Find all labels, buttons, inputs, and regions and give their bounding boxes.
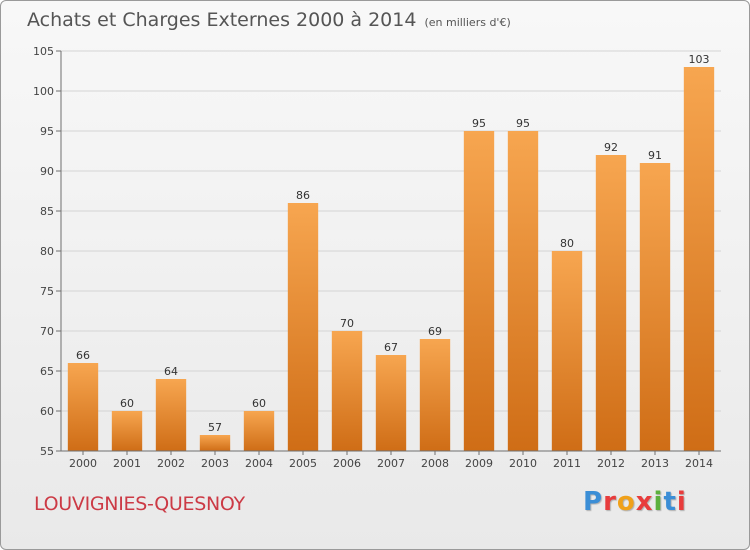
data-label-2013: 91 <box>648 149 662 162</box>
y-tick-label: 85 <box>40 205 54 218</box>
bar-2003 <box>199 435 231 451</box>
x-tick-label-2014: 2014 <box>685 457 713 470</box>
bar-2009 <box>463 131 495 451</box>
data-label-2008: 69 <box>428 325 442 338</box>
data-label-2011: 80 <box>560 237 574 250</box>
data-label-2003: 57 <box>208 421 222 434</box>
bars <box>67 67 715 451</box>
bar-2013 <box>639 163 671 451</box>
data-label-2000: 66 <box>76 349 90 362</box>
bar-2002 <box>155 379 187 451</box>
data-label-2007: 67 <box>384 341 398 354</box>
x-tick-label-2010: 2010 <box>509 457 537 470</box>
chart-title-text: Achats et Charges Externes 2000 à 2014 <box>27 9 417 31</box>
data-label-2002: 64 <box>164 365 178 378</box>
bar-2010 <box>507 131 539 451</box>
data-label-2004: 60 <box>252 397 266 410</box>
logo-letter: x <box>635 487 654 517</box>
x-tick-label-2007: 2007 <box>377 457 405 470</box>
y-tick-label: 55 <box>40 445 54 458</box>
y-tick-label: 100 <box>33 85 54 98</box>
bar-2012 <box>595 155 627 451</box>
data-label-2010: 95 <box>516 117 530 130</box>
chart-subtitle: (en milliers d'€) <box>424 16 511 29</box>
logo-letter: i <box>676 487 687 517</box>
data-label-2005: 86 <box>296 189 310 202</box>
bar-2004 <box>243 411 275 451</box>
y-tick-label: 60 <box>40 405 54 418</box>
y-tick-label: 75 <box>40 285 54 298</box>
bar-2007 <box>375 355 407 451</box>
chart-title: Achats et Charges Externes 2000 à 2014 (e… <box>27 9 511 31</box>
y-tick-label: 65 <box>40 365 54 378</box>
x-tick-label-2011: 2011 <box>553 457 581 470</box>
x-tick-label-2013: 2013 <box>641 457 669 470</box>
bar-2005 <box>287 203 319 451</box>
bar-2011 <box>551 251 583 451</box>
commune-name: LOUVIGNIES-QUESNOY <box>34 493 245 515</box>
y-tick-label: 80 <box>40 245 54 258</box>
data-label-2001: 60 <box>120 397 134 410</box>
bar-2001 <box>111 411 143 451</box>
data-label-2012: 92 <box>604 141 618 154</box>
axes <box>56 50 721 455</box>
x-tick-label-2001: 2001 <box>113 457 141 470</box>
x-tick-label-2008: 2008 <box>421 457 449 470</box>
x-tick-label-2000: 2000 <box>69 457 97 470</box>
x-tick-label-2002: 2002 <box>157 457 185 470</box>
x-tick-label-2012: 2012 <box>597 457 625 470</box>
x-tick-label-2003: 2003 <box>201 457 229 470</box>
logo-letter: t <box>663 487 677 517</box>
logo-letter: i <box>653 487 664 517</box>
y-tick-label: 90 <box>40 165 54 178</box>
x-tick-label-2006: 2006 <box>333 457 361 470</box>
bar-2000 <box>67 363 99 451</box>
proxiti-logo: Proxiti <box>583 487 687 517</box>
logo-letter: o <box>616 487 636 517</box>
y-tick-label: 70 <box>40 325 54 338</box>
bar-2006 <box>331 331 363 451</box>
data-label-2006: 70 <box>340 317 354 330</box>
logo-letter: r <box>603 487 617 517</box>
logo-letter: P <box>583 487 604 517</box>
data-label-2009: 95 <box>472 117 486 130</box>
y-tick-label: 95 <box>40 125 54 138</box>
x-tick-label-2004: 2004 <box>245 457 273 470</box>
y-tick-label: 105 <box>33 45 54 58</box>
bar-2008 <box>419 339 451 451</box>
labels: 55 60 65 70 75 80 85 90 95 100 105 66 2000 60 2001 64 20… <box>33 45 713 470</box>
x-tick-label-2005: 2005 <box>289 457 317 470</box>
x-tick-label-2009: 2009 <box>465 457 493 470</box>
bar-2014 <box>683 67 715 451</box>
data-label-2014: 103 <box>689 53 710 66</box>
